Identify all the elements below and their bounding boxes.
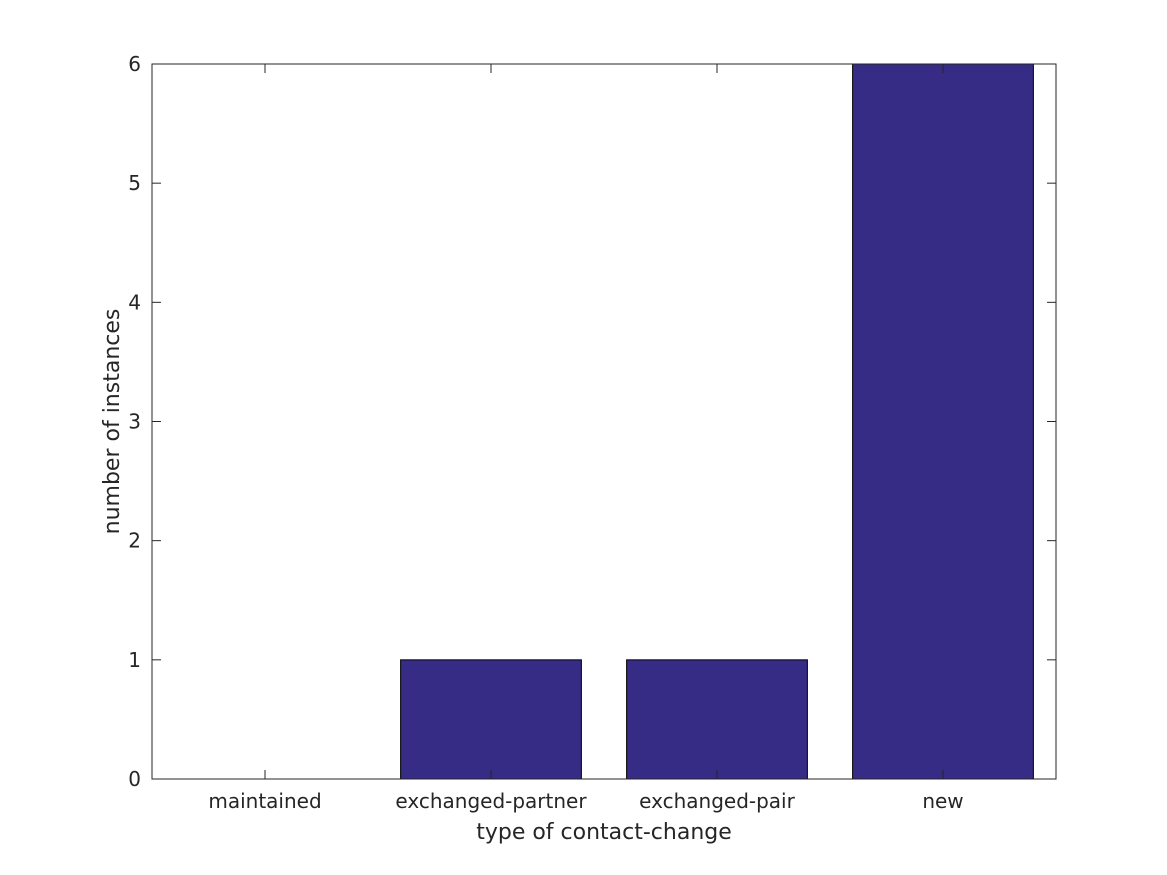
bar-exchanged-partner — [400, 659, 582, 780]
y-axis-title: number of instances — [100, 309, 125, 535]
bar-group — [400, 63, 1034, 780]
x-tick-label: new — [922, 789, 963, 813]
x-tick-label: exchanged-partner — [395, 789, 587, 813]
y-tick-label: 0 — [128, 767, 141, 791]
plot-area-frame — [151, 63, 1057, 780]
x-tick-label: exchanged-pair — [639, 789, 795, 813]
y-tick-labels: 0 1 2 3 4 5 6 — [128, 52, 141, 791]
bar-new — [852, 63, 1034, 780]
y-tick-label: 4 — [128, 290, 141, 314]
y-tick-label: 3 — [128, 410, 141, 434]
y-tick-label: 5 — [128, 171, 141, 195]
y-tick-label: 2 — [128, 529, 141, 553]
x-axis-title: type of contact-change — [476, 820, 732, 845]
y-tick-label: 6 — [128, 52, 141, 76]
x-tick-label: maintained — [208, 789, 321, 813]
y-tick-label: 1 — [128, 648, 141, 672]
bar-exchanged-pair — [626, 659, 808, 780]
x-tick-labels: maintained exchanged-partner exchanged-pai… — [208, 789, 963, 813]
